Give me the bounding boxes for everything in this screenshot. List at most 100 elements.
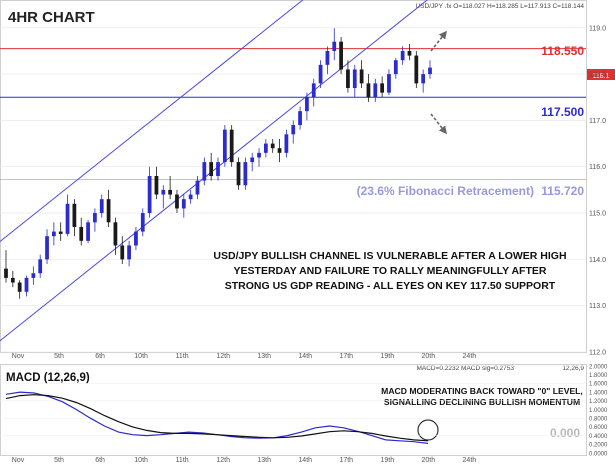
candle <box>257 148 261 167</box>
last-price-marker-label: 118.1 <box>593 73 610 80</box>
candle-body <box>147 176 152 214</box>
candle <box>140 208 145 237</box>
macd-y-tick-label: 0.4000 <box>589 434 608 440</box>
price-x-tick-label: 19th <box>380 353 394 360</box>
macd-annotation-line-2: SIGNALLING DECLINING BULLISH MOMENTUM <box>384 397 580 407</box>
candle <box>428 60 432 79</box>
candle-body <box>325 50 330 65</box>
candle-body <box>86 222 90 241</box>
candle-body <box>17 282 22 292</box>
candle-body <box>400 50 405 61</box>
macd-x-tick-label: 24th <box>463 457 477 464</box>
candle-body <box>154 176 159 195</box>
price-x-tick-label: Nov <box>12 353 25 360</box>
candle <box>127 240 131 267</box>
breakdown-down-arrow <box>430 113 447 135</box>
candle-body <box>339 41 343 70</box>
macd-x-tick-label: 12th <box>216 457 230 464</box>
macd-x-tick-label: 17th <box>339 457 353 464</box>
candle-body <box>346 69 350 88</box>
candle-body <box>407 50 412 56</box>
candle-body <box>373 83 378 98</box>
macd-y-tick-label: 0.2000 <box>589 443 608 449</box>
candle-body <box>270 143 275 149</box>
price-y-tick-label: 115.0 <box>589 211 606 218</box>
macd-highlight-circle <box>417 419 439 441</box>
macd-params: 12,26,9 <box>562 365 584 372</box>
price-x-tick-label: 10th <box>134 353 148 360</box>
price-x-tick-label: 5th <box>54 353 64 360</box>
price-y-tick-label: 117.0 <box>589 118 606 125</box>
candle-body <box>140 213 145 232</box>
candle <box>387 69 391 95</box>
candle-body <box>120 245 125 260</box>
candle-body <box>202 162 207 181</box>
candle-body <box>106 199 111 223</box>
candle-body <box>298 111 302 126</box>
channel-upper-line <box>0 0 304 243</box>
candle <box>106 189 111 227</box>
macd-x-tick-label: 10th <box>134 457 148 464</box>
candle-body <box>257 152 261 158</box>
annotation-line-2: YESTERDAY AND FAILURE TO RALLY MEANINGFU… <box>234 265 547 277</box>
candle <box>277 138 282 163</box>
candle-body <box>414 55 419 84</box>
price-x-tick-label: 14th <box>298 353 312 360</box>
candle-body <box>10 277 15 283</box>
candle-body <box>387 74 391 93</box>
candle <box>134 226 138 251</box>
candle-body <box>38 259 43 274</box>
candle-body <box>51 231 56 237</box>
candle <box>65 194 70 237</box>
candle <box>393 57 398 79</box>
candle-body <box>284 134 289 153</box>
macd-y-tick-label: 1.8000 <box>589 373 608 379</box>
candle <box>373 78 378 102</box>
candle-body <box>222 129 227 163</box>
price-y-tick-label: 114.0 <box>589 257 606 264</box>
candle-body <box>229 129 234 163</box>
candle <box>305 92 309 121</box>
candle-body <box>359 69 364 84</box>
candle <box>407 44 412 61</box>
candle <box>359 60 364 88</box>
candle-body <box>216 162 220 176</box>
candle <box>421 69 426 93</box>
candle <box>4 250 8 283</box>
candle-body <box>181 199 186 209</box>
candle-body <box>24 277 29 292</box>
annotation-line-1: USD/JPY BULLISH CHANNEL IS VULNERABLE AF… <box>213 250 566 262</box>
candle-body <box>168 189 173 195</box>
candle <box>270 138 275 153</box>
candle <box>332 28 337 61</box>
macd-x-tick-label: 5th <box>54 457 64 464</box>
candle-body <box>72 203 77 227</box>
resistance-level-label: 118.550 <box>541 44 584 58</box>
macd-y-tick-label: 0.8000 <box>589 417 608 423</box>
candle-body <box>352 69 357 88</box>
candle <box>263 138 268 158</box>
candle <box>93 208 97 232</box>
price-y-tick-label: 118.0 <box>589 72 606 79</box>
candle <box>222 125 227 167</box>
candle <box>243 157 248 190</box>
candle <box>72 199 77 237</box>
candle-body <box>277 148 282 153</box>
macd-panel-frame <box>0 364 587 456</box>
support-level-label: 117.500 <box>541 105 584 119</box>
candle <box>284 129 289 158</box>
price-x-tick-label: 12th <box>216 353 230 360</box>
candle <box>120 236 125 264</box>
candle-body <box>58 231 63 234</box>
candle-body <box>291 125 296 135</box>
macd-header: MACD=0.2232 MACD sig=0.2753 <box>416 365 514 372</box>
macd-y-tick-label: 1.2000 <box>589 399 608 405</box>
candle-body <box>4 268 8 278</box>
candle <box>99 194 104 218</box>
candle-body <box>318 64 323 84</box>
candle-body <box>134 231 138 246</box>
macd-zero-label: 0.000 <box>550 426 580 440</box>
candle <box>161 185 166 209</box>
candle-body <box>366 83 371 98</box>
candle <box>31 266 36 285</box>
